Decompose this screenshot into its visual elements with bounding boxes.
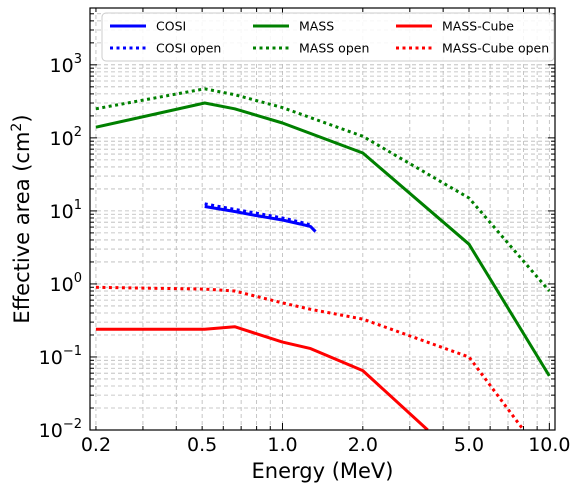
legend-label: COSI bbox=[156, 19, 186, 34]
y-tick-label-exponent: 3 bbox=[74, 52, 82, 67]
x-tick-label: 5.0 bbox=[454, 434, 484, 456]
series-layer bbox=[95, 87, 551, 430]
y-tick-label: 10−1 bbox=[39, 344, 82, 369]
y-tick-label-exponent: 0 bbox=[74, 271, 82, 286]
y-tick-label: 10−2 bbox=[39, 417, 82, 442]
plot-frame bbox=[89, 7, 556, 431]
series-line-cosi bbox=[204, 205, 317, 233]
y-axis-label-superscript: 2 bbox=[9, 123, 25, 132]
chart-legend: COSI COSI open MASS MASS open MASS-Cube MASS-… bbox=[101, 12, 555, 62]
x-tick-label: 2.0 bbox=[348, 434, 378, 456]
y-tick-label-base: 10 bbox=[50, 201, 74, 223]
y-tick-label-exponent: −2 bbox=[63, 417, 82, 432]
y-tick-label: 103 bbox=[50, 52, 82, 77]
y-tick-label-base: 10 bbox=[50, 55, 74, 77]
series-line-cosi-open bbox=[204, 202, 312, 227]
x-tick-label: 0.2 bbox=[81, 434, 111, 456]
series-line-mass bbox=[95, 101, 551, 377]
x-tick-label: 10.0 bbox=[528, 434, 570, 456]
legend-label: MASS bbox=[299, 19, 334, 34]
y-tick-label: 100 bbox=[50, 271, 82, 296]
y-axis-label-main: Effective area (cm bbox=[10, 132, 34, 324]
grid-layer bbox=[90, 7, 555, 431]
series-line-mass-open bbox=[95, 87, 551, 292]
x-axis-label: Energy (MeV) bbox=[252, 459, 394, 483]
y-axis-label-close: ) bbox=[10, 114, 34, 122]
y-tick-label-base: 10 bbox=[39, 347, 63, 369]
ticks-layer bbox=[90, 7, 555, 431]
y-tick-label: 102 bbox=[50, 125, 82, 150]
y-tick-label-base: 10 bbox=[50, 128, 74, 150]
series-line-mass-cube bbox=[95, 325, 429, 430]
y-tick-label-base: 10 bbox=[50, 274, 74, 296]
legend-box bbox=[101, 12, 555, 62]
legend-label: COSI open bbox=[156, 41, 221, 56]
x-tick-label: 0.5 bbox=[187, 434, 217, 456]
legend-label: MASS-Cube open bbox=[442, 41, 549, 56]
x-tick-label: 1.0 bbox=[267, 434, 297, 456]
x-tick-labels: 0.2 0.5 1.0 2.0 5.0 10.0 bbox=[81, 434, 571, 456]
y-tick-label-exponent: 1 bbox=[74, 198, 82, 213]
y-axis-label: Effective area (cm2) bbox=[9, 114, 34, 323]
legend-label: MASS open bbox=[299, 41, 369, 56]
y-tick-label-exponent: 2 bbox=[74, 125, 82, 140]
legend-label: MASS-Cube bbox=[442, 19, 514, 34]
series-line-mass-cube-open bbox=[95, 285, 525, 430]
y-tick-label-base: 10 bbox=[39, 420, 63, 442]
y-tick-label-exponent: −1 bbox=[63, 344, 82, 359]
y-tick-label: 101 bbox=[50, 198, 82, 223]
